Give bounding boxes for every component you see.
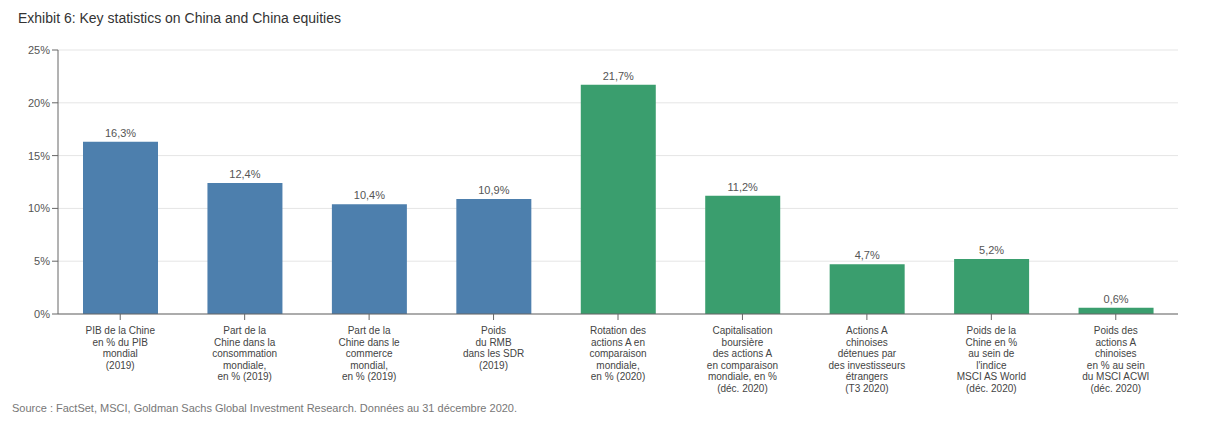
svg-text:Actions Achinoisesdétenues par: Actions Achinoisesdétenues pardes invest… <box>829 325 906 394</box>
svg-text:15%: 15% <box>28 150 50 162</box>
svg-text:PIB de la Chineen % du PIBmond: PIB de la Chineen % du PIBmondial(2019) <box>85 325 155 371</box>
svg-text:5,2%: 5,2% <box>979 244 1004 256</box>
svg-text:0,6%: 0,6% <box>1104 293 1129 305</box>
svg-text:10,4%: 10,4% <box>354 189 385 201</box>
html-text:Exhibit 6: Key statistics on C: Exhibit 6: Key statistics on China and C… <box>18 10 341 26</box>
svg-text:10,9%: 10,9% <box>478 184 509 196</box>
svg-text:5%: 5% <box>34 255 50 267</box>
svg-text:4,7%: 4,7% <box>855 249 880 261</box>
svg-text:12,4%: 12,4% <box>229 168 260 180</box>
svg-text:21,7%: 21,7% <box>603 70 634 82</box>
svg-text:11,2%: 11,2% <box>728 181 759 193</box>
svg-text:Part de laChine dans lecommerc: Part de laChine dans lecommercemondial,e… <box>339 325 401 382</box>
svg-text:Rotation desactions A encompar: Rotation desactions A encomparaisonmondi… <box>589 325 646 382</box>
svg-text:25%: 25% <box>28 44 50 56</box>
svg-text:20%: 20% <box>28 97 50 109</box>
svg-text:0%: 0% <box>34 308 50 320</box>
html-text:Source : FactSet, MSCI, Goldma: Source : FactSet, MSCI, Goldman Sachs Gl… <box>12 402 517 414</box>
svg-text:Poids desactions Achinoisesen: Poids desactions Achinoisesen % au seind… <box>1082 325 1149 394</box>
svg-text:Poidsdu RMBdans les SDR(2019): Poidsdu RMBdans les SDR(2019) <box>463 325 524 371</box>
svg-text:10%: 10% <box>28 202 50 214</box>
svg-text:Poids de laChine en %au sein d: Poids de laChine en %au sein del'indiceM… <box>957 325 1026 394</box>
svg-text:Capitalisationboursièredes act: Capitalisationboursièredes actions Aen c… <box>707 325 778 394</box>
svg-text:Part de laChine dans laconsomm: Part de laChine dans laconsommationmondi… <box>212 325 277 382</box>
svg-text:16,3%: 16,3% <box>105 127 136 139</box>
